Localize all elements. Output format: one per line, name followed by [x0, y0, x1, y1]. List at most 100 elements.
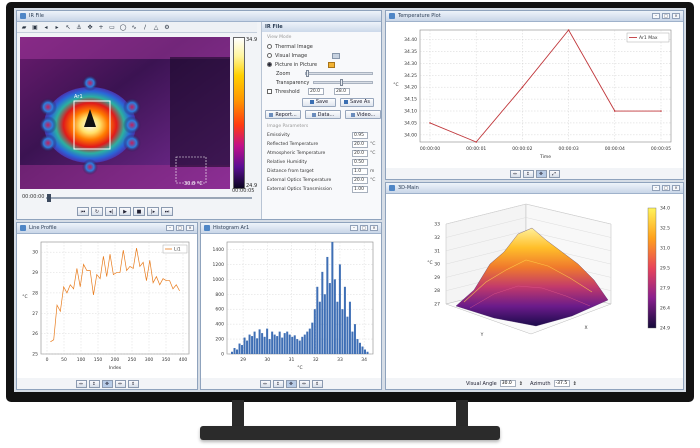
histogram-bar	[363, 349, 366, 354]
zoom-slider-knob[interactable]	[306, 70, 309, 77]
temperature-plot-titlebar[interactable]: Temperature Plot – □ ×	[386, 11, 683, 22]
polyline-tool-icon[interactable]: ∿	[131, 23, 137, 31]
param-unit: °C	[370, 178, 376, 183]
zoom-both-icon[interactable]: ✥	[285, 380, 297, 388]
zoom-horizontal-icon[interactable]: ↔	[509, 170, 521, 178]
crosshair-icon[interactable]: +	[98, 23, 104, 31]
histogram-bar	[311, 322, 314, 354]
azimuth-spin-icon[interactable]: ⇕	[572, 380, 577, 387]
zoom-vertical-icon[interactable]: ↕	[522, 170, 534, 178]
colorbar-tick-label: 34.0	[660, 206, 670, 212]
mode-pip-option[interactable]: Picture in Picture	[262, 60, 381, 69]
y-tick-label: 34.10	[404, 109, 417, 115]
y-tick-label: 34.00	[404, 132, 417, 138]
param-value-input[interactable]: 20.0	[352, 177, 368, 184]
zoom-slider[interactable]	[305, 70, 373, 77]
zoom-vertical-icon[interactable]: ↕	[88, 380, 100, 388]
3d-surface-chart[interactable]: 27 28 29 30 31 32 33 °C Y X 34.0 32.5 31.0 29.5 27.9 26…	[386, 194, 683, 378]
timeline-track[interactable]	[46, 197, 252, 199]
close-button[interactable]: ×	[186, 225, 194, 231]
pan-horizontal-icon[interactable]: ⇔	[114, 380, 126, 388]
azimuth-input[interactable]: -37.5	[553, 380, 570, 387]
minimize-button[interactable]: –	[652, 13, 660, 19]
triangle-tool-icon[interactable]: △	[153, 23, 159, 31]
mode-thermal-option[interactable]: Thermal Image	[262, 42, 381, 51]
ellipse-tool-icon[interactable]: ◯	[119, 23, 127, 31]
timeline[interactable]: 00:00:00 00:00:05	[20, 188, 256, 203]
close-button[interactable]: ×	[370, 225, 378, 231]
transparency-slider[interactable]	[313, 79, 373, 86]
param-value-input[interactable]: 1.00	[352, 186, 368, 193]
close-button[interactable]: ×	[672, 13, 680, 19]
line-tool-icon[interactable]: ∕	[143, 23, 147, 31]
save-as-button[interactable]: Save As	[340, 97, 374, 107]
visual-angle-spin-icon[interactable]: ⇕	[518, 380, 523, 387]
zoom-both-icon[interactable]: ✥	[535, 170, 547, 178]
minimize-button[interactable]: –	[652, 185, 660, 191]
threshold-low-input[interactable]: 20.0	[308, 88, 324, 95]
mode-visual-option[interactable]: Visual Image	[262, 51, 381, 60]
first-frame-icon[interactable]: ⏮	[77, 207, 89, 216]
param-value-input[interactable]: 0.50	[352, 159, 368, 166]
open-folder-icon[interactable]: ▰	[21, 23, 27, 31]
step-forward-icon[interactable]: |▸	[147, 207, 159, 216]
histogram-titlebar[interactable]: Histogram Ar1 – □ ×	[201, 223, 381, 234]
zoom-horizontal-icon[interactable]: ↔	[259, 380, 271, 388]
radio-visual[interactable]	[267, 53, 272, 58]
play-icon[interactable]: ▶	[119, 207, 131, 216]
threshold-high-input[interactable]: 28.0	[334, 88, 350, 95]
zoom-vertical-icon[interactable]: ↕	[272, 380, 284, 388]
param-value-input[interactable]: 1.0	[352, 168, 368, 175]
loop-icon[interactable]: ↻	[91, 207, 103, 216]
maximize-button[interactable]: □	[360, 225, 368, 231]
transparency-slider-knob[interactable]	[340, 79, 343, 86]
settings-icon[interactable]: ⚙	[164, 23, 170, 31]
save-button[interactable]: Save	[302, 97, 336, 107]
radio-pip[interactable]	[267, 62, 272, 67]
line-profile-titlebar[interactable]: Line Profile – □ ×	[17, 223, 197, 234]
3d-titlebar[interactable]: 3D-Main – □ ×	[386, 183, 683, 194]
zoom-horizontal-icon[interactable]: ↔	[75, 380, 87, 388]
visual-angle-input[interactable]: 30.0	[499, 380, 516, 387]
pan-horizontal-icon[interactable]: ⇔	[298, 380, 310, 388]
stop-icon[interactable]: ■	[133, 207, 145, 216]
radio-thermal[interactable]	[267, 44, 272, 49]
video-button[interactable]: Video...	[345, 110, 381, 119]
legend-box	[162, 244, 188, 254]
minimize-button[interactable]: –	[166, 225, 174, 231]
minimize-button[interactable]: –	[350, 225, 358, 231]
close-button[interactable]: ×	[672, 185, 680, 191]
fit-icon[interactable]: ⤢	[548, 170, 560, 178]
lock-icon[interactable]	[328, 61, 336, 68]
rectangle-tool-icon[interactable]: ▭	[109, 23, 115, 31]
threshold-checkbox[interactable]	[267, 89, 272, 94]
temperature-plot-chart[interactable]: 34.00 34.05 34.10 34.15 34.20 34.25 34.30 34.35…	[386, 22, 683, 168]
y-tick-label: 30	[32, 250, 38, 256]
maximize-button[interactable]: □	[176, 225, 184, 231]
histogram-bar	[253, 331, 256, 354]
pan-vertical-icon[interactable]: ⇕	[311, 380, 323, 388]
last-frame-icon[interactable]: ⏭	[161, 207, 173, 216]
step-back-icon[interactable]: ◂|	[105, 207, 117, 216]
move-icon[interactable]: ✥	[87, 23, 93, 31]
ir-window-titlebar[interactable]: IR File	[17, 11, 381, 22]
arrow-right-icon[interactable]: ▸	[55, 23, 59, 31]
pan-vertical-icon[interactable]: ⇕	[127, 380, 139, 388]
param-value-input[interactable]: 20.0	[352, 150, 368, 157]
report-button[interactable]: Report...	[265, 110, 301, 119]
thermal-image[interactable]: Ar1 30.8 °C	[20, 37, 230, 189]
camera-icon[interactable]	[332, 52, 341, 59]
data-button[interactable]: Data...	[305, 110, 341, 119]
timeline-knob[interactable]	[47, 194, 51, 202]
param-value-input[interactable]: 20.0	[352, 141, 368, 148]
maximize-button[interactable]: □	[662, 185, 670, 191]
param-value-input[interactable]: 0.95	[352, 132, 368, 139]
maximize-button[interactable]: □	[662, 13, 670, 19]
arrow-left-icon[interactable]: ◂	[44, 23, 48, 31]
histogram-chart[interactable]: 0 200 400 600 800 1000 1200 1400 29 30 31 32 33 34 °C	[201, 234, 381, 378]
select-cursor-icon[interactable]: ↖	[65, 23, 71, 31]
anchor-icon[interactable]: ⚓	[76, 23, 82, 31]
zoom-both-icon[interactable]: ✥	[101, 380, 113, 388]
save-icon[interactable]: ▣	[32, 23, 38, 31]
